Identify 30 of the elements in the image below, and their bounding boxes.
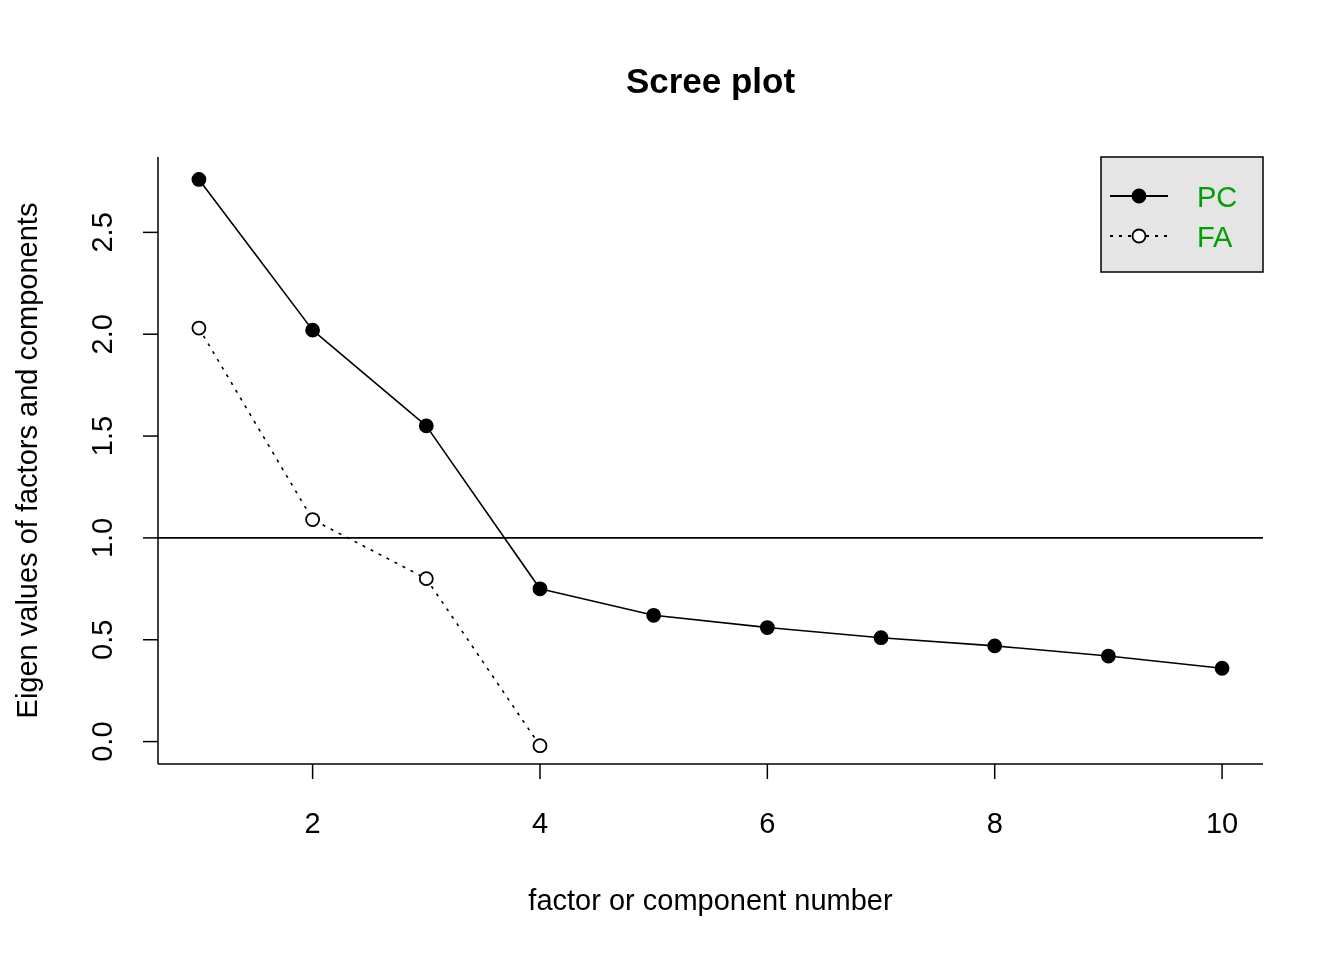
x-tick-label: 10 (1205, 806, 1239, 839)
x-axis-title: factor or component number (528, 884, 893, 916)
point (532, 738, 548, 754)
y-tick-label: 0.0 (86, 721, 118, 762)
y-axis-title: Eigen values of factors and components (11, 202, 43, 719)
point (305, 512, 321, 527)
point (873, 630, 889, 646)
point (191, 320, 207, 336)
x-tick-label: 4 (531, 806, 549, 839)
point (532, 581, 548, 597)
x-tick-label: 2 (304, 806, 321, 839)
chart-title: Scree plot (625, 61, 796, 100)
y-tick-label: 2.0 (86, 314, 118, 355)
point (418, 418, 434, 434)
point (1100, 648, 1116, 664)
point (418, 571, 434, 587)
point (191, 172, 207, 187)
point (1214, 660, 1230, 676)
y-tick-label: 1.5 (86, 415, 118, 457)
y-tick-label: 0.5 (86, 619, 118, 660)
point (987, 638, 1003, 654)
legend-label: FA (1197, 221, 1234, 253)
legend-label: PC (1197, 181, 1238, 213)
point (759, 620, 775, 635)
y-tick-label: 2.5 (86, 212, 118, 253)
point (305, 322, 321, 338)
y-tick-label: 1.0 (86, 517, 118, 559)
point (646, 607, 662, 623)
x-tick-label: 6 (759, 806, 776, 839)
x-tick-label: 8 (986, 806, 1003, 839)
